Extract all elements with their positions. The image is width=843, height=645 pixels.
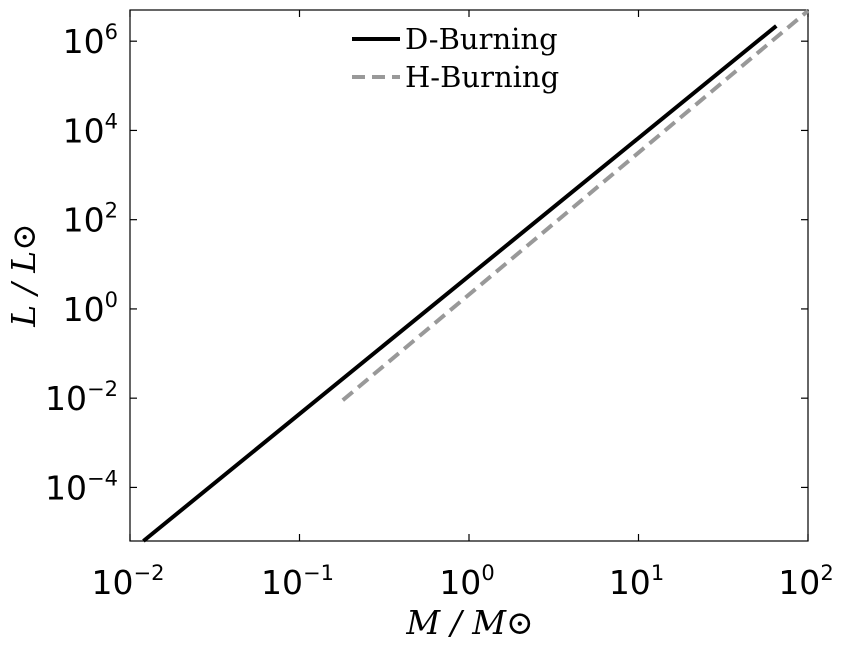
- y-tick-label-5: 106: [63, 20, 118, 61]
- x-tick-label-1: 10−1: [261, 561, 334, 602]
- x-tick-label-0: 10−2: [92, 561, 165, 602]
- ticks-group: 10−2 10−1 100 101 102 10−4 10−2 100 102 104 106: [45, 10, 834, 602]
- x-axis-label: M / M⊙: [405, 603, 533, 642]
- y-tick-label-0: 10−4: [45, 466, 118, 507]
- y-axis-label: L / L⊙: [4, 223, 43, 328]
- y-tick-label-4: 104: [63, 109, 118, 150]
- x-tick-label-3: 101: [609, 561, 664, 602]
- series-group: [142, 9, 810, 543]
- legend-label-h-burning: H-Burning: [405, 60, 559, 94]
- y-tick-label-1: 10−2: [45, 377, 118, 418]
- y-tick-label-3: 102: [63, 199, 118, 240]
- series-line-d-burning: [142, 24, 778, 543]
- legend: D-Burning H-Burning: [352, 22, 559, 94]
- y-tick-label-2: 100: [63, 288, 118, 329]
- series-line-h-burning: [341, 9, 810, 402]
- x-tick-label-4: 102: [778, 561, 833, 602]
- legend-label-d-burning: D-Burning: [405, 22, 558, 56]
- x-tick-label-2: 100: [439, 561, 494, 602]
